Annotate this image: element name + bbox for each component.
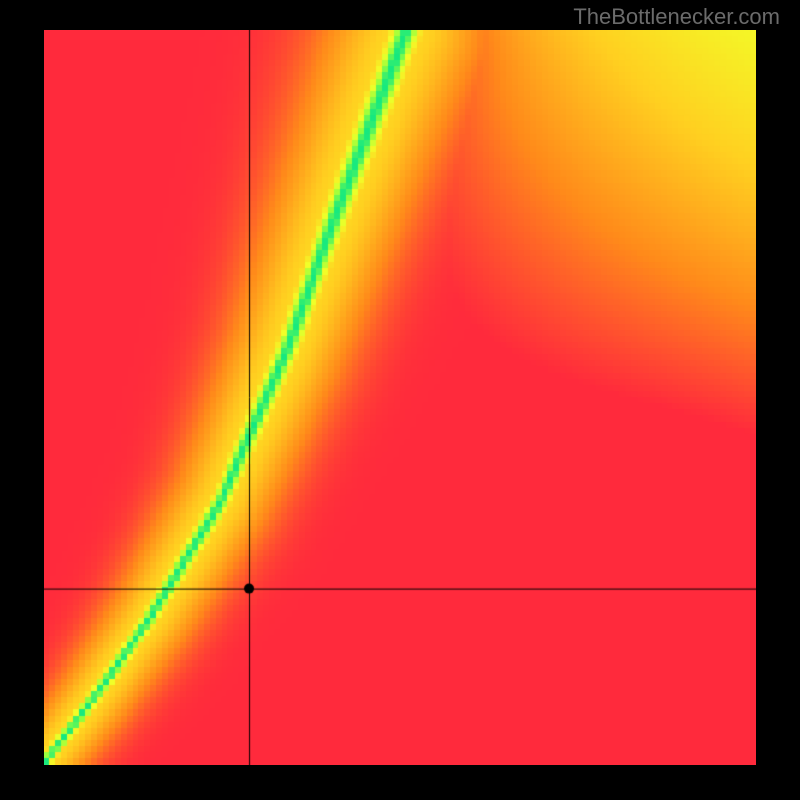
watermark-text: TheBottlenecker.com (573, 4, 780, 30)
chart-container: TheBottlenecker.com (0, 0, 800, 800)
bottleneck-heatmap (44, 30, 756, 765)
